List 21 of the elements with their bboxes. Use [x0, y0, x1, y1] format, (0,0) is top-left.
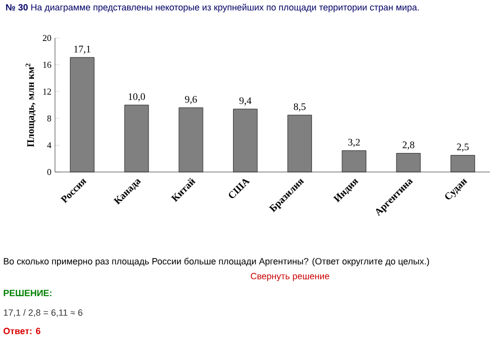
text: Ответ: 6 — [4, 328, 40, 334]
y-tick-label: 8 — [47, 115, 52, 122]
text: РЕШЕНИЕ: — [4, 290, 52, 296]
y-tick-label: 20 — [42, 34, 52, 42]
data-label: 10,0 — [128, 93, 145, 102]
data-label: 8,5 — [294, 103, 306, 112]
data-label: 2,8 — [402, 142, 414, 150]
text: Свернуть решение — [250, 272, 330, 282]
data-label: 9,4 — [239, 97, 252, 106]
data-label: 9,6 — [185, 96, 197, 104]
data-label: 3,2 — [348, 138, 360, 148]
data-label: 2,5 — [457, 144, 469, 152]
y-tick-label: 4 — [47, 142, 52, 148]
y-tick-label: 12 — [43, 88, 51, 95]
text: Во сколько примерно раз площадь России больше площади Аргентины? (Ответ округлите до целых.) — [4, 258, 429, 266]
y-tick-label: 0 — [47, 168, 52, 176]
y-tick-label: 16 — [43, 62, 52, 68]
data-label: 17,1 — [74, 46, 90, 54]
y-axis-title: Площадь, млн км$^{2}$ — [26, 64, 36, 148]
text: 17,1 / 2,8 = 6,11 ≈ 6 — [4, 309, 82, 317]
chart-title: № 30 На диаграмме представлены некоторые из крупнейших по площади территории стран мира. — [6, 4, 419, 12]
